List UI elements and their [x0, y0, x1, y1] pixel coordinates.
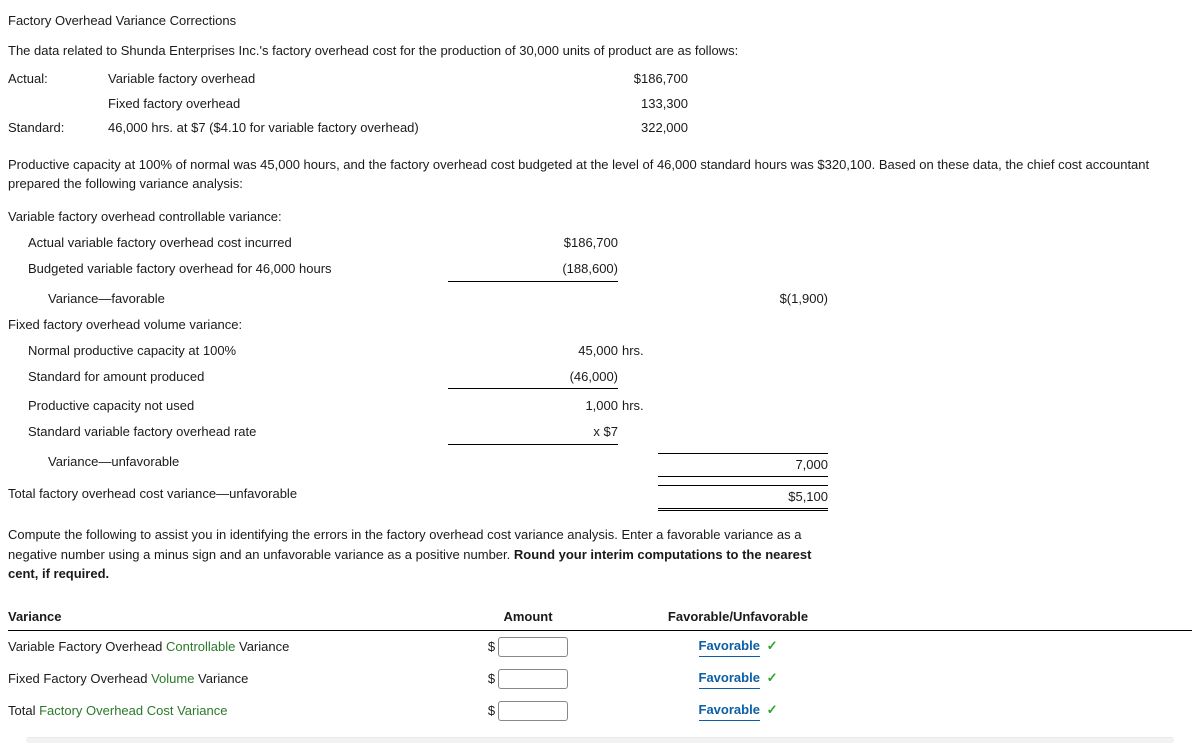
- fact-value: $186,700: [588, 70, 688, 88]
- analysis-row-unit: hrs.: [618, 342, 658, 360]
- answer-table: Variance Amount Favorable/Unfavorable Va…: [8, 608, 1192, 728]
- analysis-row-unit: hrs.: [618, 397, 658, 415]
- answer-row: Fixed Factory Overhead Volume Variance $…: [8, 663, 1192, 695]
- fact-label: Actual:: [8, 70, 108, 88]
- analysis-row-value: 45,000: [448, 342, 618, 360]
- dollar-sign: $: [488, 670, 495, 688]
- fact-label: Standard:: [8, 119, 108, 137]
- answer-row: Total Factory Overhead Cost Variance $ F…: [8, 695, 1192, 727]
- analysis-row-value: 1,000: [448, 397, 618, 415]
- analysis-row-value: $186,700: [448, 234, 618, 252]
- variance-analysis: Variable factory overhead controllable v…: [8, 208, 1192, 594]
- fact-value: 322,000: [588, 119, 688, 137]
- analysis-row-label: Standard for amount produced: [28, 368, 448, 389]
- analysis-row-value: 7,000: [658, 453, 828, 477]
- fact-value: 133,300: [588, 95, 688, 113]
- analysis-total-label: Total factory overhead cost variance—unf…: [8, 485, 448, 511]
- favorability-select[interactable]: Favorable: [699, 669, 760, 689]
- analysis-row-label: Actual variable factory overhead cost in…: [28, 234, 448, 252]
- analysis-row-value: $(1,900): [658, 290, 828, 308]
- analysis-row-label: Standard variable factory overhead rate: [28, 423, 448, 444]
- col-variance: Variance: [8, 608, 448, 626]
- answer-row: Variable Factory Overhead Controllable V…: [8, 631, 1192, 663]
- analysis-row-label: Normal productive capacity at 100%: [28, 342, 448, 360]
- amount-input[interactable]: [498, 637, 568, 657]
- favorability-select[interactable]: Favorable: [699, 701, 760, 721]
- check-icon: ✓: [767, 638, 778, 653]
- fact-desc: Fixed factory overhead: [108, 95, 588, 113]
- hint-link[interactable]: Factory Overhead Cost Variance: [39, 703, 227, 718]
- facts-table: Actual: Variable factory overhead $186,7…: [8, 70, 1192, 137]
- analysis-row-label: Productive capacity not used: [28, 397, 448, 415]
- variance-label: Fixed Factory Overhead Volume Variance: [8, 670, 448, 688]
- dollar-sign: $: [488, 702, 495, 720]
- col-amount: Amount: [448, 608, 608, 626]
- variance-label: Total Factory Overhead Cost Variance: [8, 702, 448, 720]
- amount-input[interactable]: [498, 701, 568, 721]
- analysis-row-label: Budgeted variable factory overhead for 4…: [28, 260, 448, 281]
- analysis-row-label: Variance—favorable: [48, 290, 448, 308]
- paragraph-1: Productive capacity at 100% of normal wa…: [8, 155, 1192, 194]
- dollar-sign: $: [488, 638, 495, 656]
- hint-link[interactable]: Controllable: [166, 639, 235, 654]
- check-icon: ✓: [767, 670, 778, 685]
- check-icon: ✓: [767, 702, 778, 717]
- amount-input[interactable]: [498, 669, 568, 689]
- favorability-select[interactable]: Favorable: [699, 637, 760, 657]
- intro-text: The data related to Shunda Enterprises I…: [8, 42, 1192, 60]
- page-title: Factory Overhead Variance Corrections: [8, 12, 1192, 30]
- paragraph-2: Compute the following to assist you in i…: [8, 525, 828, 584]
- fact-desc: 46,000 hrs. at $7 ($4.10 for variable fa…: [108, 119, 588, 137]
- analysis-total-value: $5,100: [658, 485, 828, 511]
- analysis-row-label: Variance—unfavorable: [48, 453, 448, 477]
- horizontal-scrollbar[interactable]: [26, 737, 1174, 743]
- col-favunfav: Favorable/Unfavorable: [608, 608, 868, 626]
- variance-label: Variable Factory Overhead Controllable V…: [8, 638, 448, 656]
- hint-link[interactable]: Volume: [151, 671, 194, 686]
- analysis-row-value: (188,600): [448, 260, 618, 281]
- analysis-heading: Variable factory overhead controllable v…: [8, 208, 828, 226]
- analysis-row-value: x $7: [448, 423, 618, 444]
- fact-label: [8, 95, 108, 113]
- analysis-heading: Fixed factory overhead volume variance:: [8, 316, 828, 334]
- analysis-row-value: (46,000): [448, 368, 618, 389]
- answer-header: Variance Amount Favorable/Unfavorable: [8, 608, 1192, 631]
- fact-desc: Variable factory overhead: [108, 70, 588, 88]
